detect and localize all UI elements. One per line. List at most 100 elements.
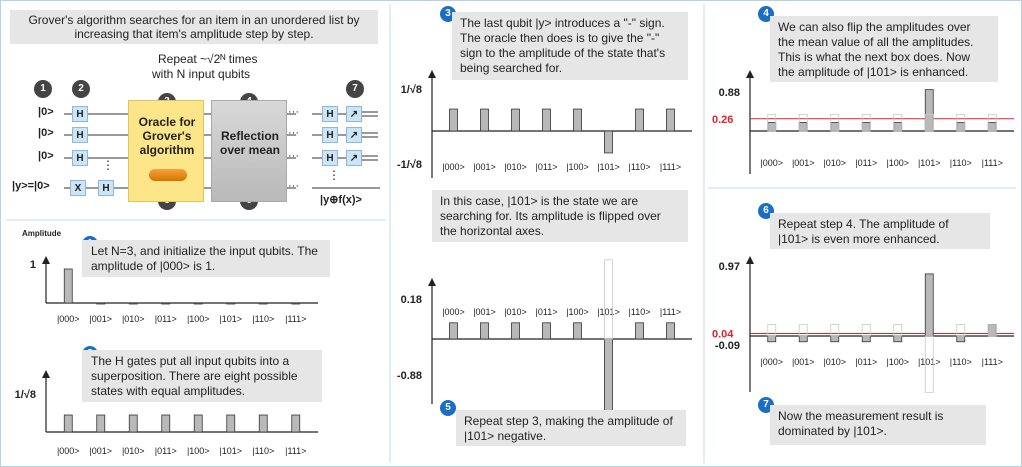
state-tick-label: |011>	[536, 307, 558, 317]
state-tick-label: |000>	[442, 162, 465, 172]
bar	[635, 322, 644, 340]
state-tick-label: |010>	[122, 314, 145, 324]
oracle-label: Oracle for Grover's algorithm	[138, 115, 196, 157]
hdots-1: ···	[288, 127, 299, 139]
ghost-bar	[830, 324, 840, 337]
state-tick-label: |001>	[473, 162, 496, 172]
state-tick-label: |111>	[285, 314, 306, 324]
state-tick-label: |100>	[886, 357, 909, 367]
wire-label-0: |0>	[38, 106, 54, 118]
bar	[449, 108, 458, 132]
ghost-bar	[987, 324, 997, 337]
step-5-text: Repeat step 3, making the amplitude of |…	[464, 414, 673, 443]
step-6-text: Repeat step 4. The amplitude of |101> is…	[778, 217, 949, 246]
state-tick-label: |110>	[252, 314, 274, 324]
ghost-bar	[861, 113, 871, 132]
circuit-badge-1: 1	[34, 80, 52, 98]
y-tick-label: -1/√8	[397, 159, 422, 171]
bar	[226, 414, 236, 433]
ghost-bar	[924, 335, 934, 393]
bar	[542, 108, 551, 132]
state-tick-label: |111>	[660, 162, 681, 172]
step-4-note: We can also flip the amplitudes over the…	[770, 16, 998, 82]
bar	[924, 89, 934, 132]
y-tick-label: -0.09	[715, 340, 740, 352]
bar	[830, 335, 840, 343]
step-3-note: The last qubit |y> introduces a "-" sign…	[452, 12, 688, 80]
y-axis-arrow	[42, 370, 50, 378]
step-badge-5: 5	[440, 400, 456, 416]
mean-label: 0.26	[712, 114, 733, 126]
wire-label-2: |0>	[38, 150, 54, 162]
state-tick-label: |110>	[950, 357, 972, 367]
mean-label: 0.04	[712, 328, 734, 340]
amplitude-axis-label: Amplitude	[22, 229, 62, 238]
ghost-bar	[767, 324, 777, 337]
state-tick-label: |010>	[122, 446, 145, 456]
bar	[511, 108, 520, 132]
bar	[161, 302, 171, 305]
state-tick-label: |111>	[660, 307, 681, 317]
step-3b-text: In this case, |101> is the state we are …	[440, 194, 661, 238]
state-tick-label: |000>	[760, 357, 783, 367]
state-tick-label: |100>	[187, 314, 210, 324]
bar	[193, 302, 203, 305]
y-axis-arrow	[746, 70, 754, 78]
bar	[893, 335, 903, 343]
bar	[449, 322, 458, 340]
circuit-badge-7: 7	[346, 80, 364, 98]
h-gate: H	[98, 180, 114, 196]
bar	[291, 302, 301, 305]
intro-text: Grover's algorithm searches for an item …	[28, 13, 360, 41]
state-tick-label: |111>	[982, 158, 1003, 168]
state-tick-label: |001>	[792, 357, 815, 367]
state-tick-label: |111>	[285, 446, 306, 456]
bar	[987, 122, 997, 132]
output-label: |y⊕f(x)>	[320, 194, 362, 206]
bar	[924, 273, 934, 337]
ghost-bar	[924, 113, 934, 132]
h-gate: H	[72, 106, 88, 122]
state-tick-label: |110>	[950, 158, 972, 168]
bar	[63, 414, 73, 433]
state-tick-label: |000>	[760, 158, 783, 168]
state-tick-label: |110>	[629, 307, 651, 317]
y-tick-label: 1/√8	[15, 389, 36, 401]
state-tick-label: |100>	[566, 162, 589, 172]
ghost-bar	[604, 259, 613, 340]
bar	[861, 122, 871, 132]
y-tick-label: 0.97	[719, 261, 740, 273]
y-tick-label: 1	[30, 259, 36, 271]
hdots-0: ···	[288, 106, 299, 118]
state-tick-label: |011>	[536, 162, 558, 172]
hdots-3: ···	[288, 180, 299, 192]
bar	[861, 335, 871, 343]
state-tick-label: |101>	[597, 307, 620, 317]
wire-label-1: |0>	[38, 127, 54, 139]
state-tick-label: |001>	[473, 307, 496, 317]
bar	[604, 338, 613, 419]
vertical-dots: ⋮	[102, 158, 114, 172]
bar	[96, 414, 106, 433]
state-tick-label: |101>	[597, 162, 620, 172]
state-tick-label: |011>	[155, 314, 177, 324]
bar	[798, 122, 808, 132]
bar	[480, 108, 489, 132]
state-tick-label: |000>	[57, 446, 80, 456]
oracle-cylinder-icon	[149, 169, 187, 181]
y-tick-label: -0.88	[397, 370, 422, 382]
state-tick-label: |001>	[89, 314, 112, 324]
ghost-bar	[767, 113, 777, 132]
h-gate: H	[322, 106, 338, 122]
step-5-note: Repeat step 3, making the amplitude of |…	[456, 410, 686, 446]
intro-note: Grover's algorithm searches for an item …	[10, 10, 378, 44]
ghost-bar	[830, 113, 840, 132]
x-gate: X	[70, 180, 86, 196]
oracle-box: Oracle for Grover's algorithm	[128, 100, 204, 202]
y-axis-arrow	[428, 70, 436, 78]
bar	[666, 108, 675, 132]
bar	[226, 302, 236, 305]
bar	[573, 108, 582, 132]
bar	[956, 122, 966, 132]
